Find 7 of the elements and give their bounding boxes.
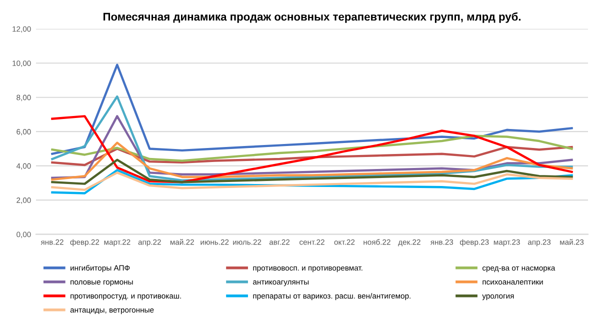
line-series (51, 64, 573, 155)
line-series (51, 95, 573, 182)
line-series (51, 134, 573, 162)
chart-title: Помесячная динамика продаж основных терапевтических групп, млрд руб. (104, 12, 520, 23)
line-series (51, 158, 573, 185)
line-series (51, 146, 573, 166)
line-series (51, 142, 573, 181)
